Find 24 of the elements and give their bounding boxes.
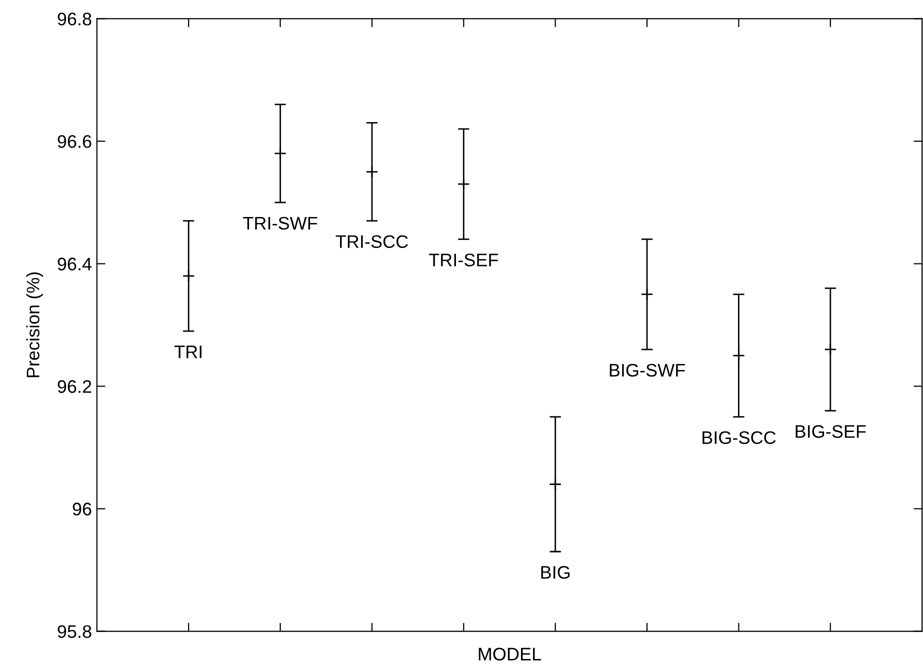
point (732, 349, 745, 362)
y-tick-label: 96 (72, 502, 92, 516)
y-tick-label: 95.8 (58, 625, 92, 638)
annotation: BIG-SCC (702, 431, 776, 444)
point (182, 270, 195, 282)
annotation: BIG-SWF (610, 364, 685, 377)
y-tick-label: 96.2 (58, 380, 92, 393)
y-tick-label: 96.6 (58, 135, 92, 148)
x-axis-title: MODEL (478, 648, 541, 660)
point (824, 343, 837, 356)
point (640, 288, 654, 301)
y-axis-title: Precision (%) (26, 272, 44, 378)
annotation: TRI-SEF (428, 254, 498, 266)
annotation: BIG-SEF (796, 425, 866, 438)
annotation: TRI (174, 346, 202, 358)
point (366, 166, 378, 178)
point (274, 147, 287, 160)
point (457, 178, 470, 190)
annotation: BIG (541, 566, 570, 579)
point (549, 478, 562, 490)
y-tick-label: 96.4 (58, 258, 92, 270)
annotation: TRI-SWF (243, 216, 318, 230)
y-tick-label: 96.8 (58, 12, 92, 26)
annotation: TRI-SCC (336, 235, 408, 248)
